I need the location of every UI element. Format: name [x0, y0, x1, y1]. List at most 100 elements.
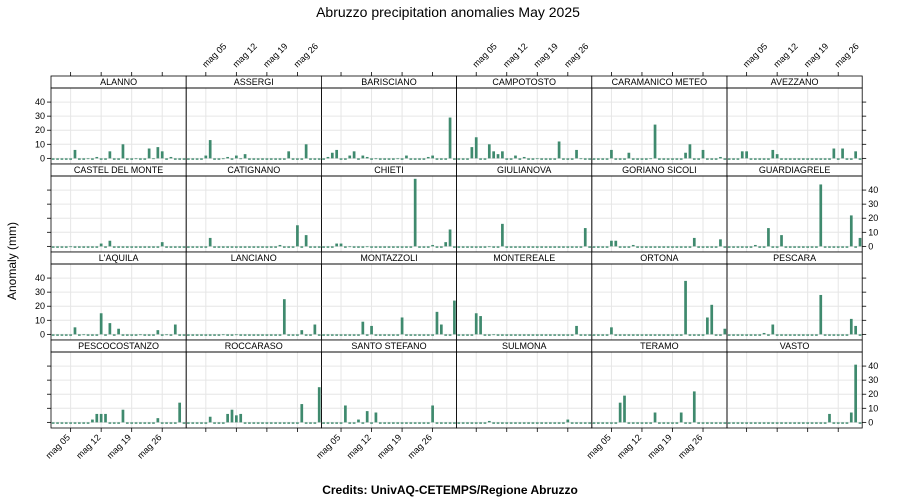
bar	[610, 240, 613, 247]
bar	[487, 144, 491, 159]
bar	[239, 413, 243, 423]
bar	[553, 246, 557, 248]
bar	[775, 334, 779, 336]
panel-title: AVEZZANO	[771, 77, 819, 87]
bar	[479, 422, 482, 424]
bar	[470, 246, 474, 248]
bar	[627, 246, 631, 248]
bar	[549, 246, 552, 248]
bar	[422, 246, 426, 248]
bar	[204, 246, 208, 248]
panel-title: CHIETI	[374, 165, 404, 175]
bar	[588, 422, 591, 424]
bar	[675, 158, 679, 160]
bar	[422, 334, 426, 336]
bar	[400, 246, 404, 248]
panel-frame	[185, 263, 322, 341]
panel-title: CARAMANICO METEO	[612, 77, 708, 87]
bar	[361, 246, 365, 248]
y-axis-label: Anomaly (mm)	[5, 222, 19, 300]
bar	[156, 330, 160, 335]
panel-barisciano: BARISCIANO	[320, 72, 457, 165]
bar	[819, 158, 823, 160]
bar	[767, 422, 770, 424]
panel-title: MONTEREALE	[493, 253, 555, 263]
bar	[348, 246, 352, 248]
bar	[666, 158, 670, 160]
panel-frame	[50, 263, 187, 341]
bar	[675, 334, 679, 336]
bar	[627, 334, 631, 336]
panel-title: SANTO STEFANO	[351, 341, 426, 351]
x-tick-label: mag 26	[676, 432, 704, 460]
bar	[596, 158, 600, 160]
bar	[147, 148, 151, 159]
bar	[448, 117, 452, 159]
bar	[849, 158, 853, 160]
bar	[522, 246, 526, 248]
bar	[200, 422, 203, 424]
bar	[86, 158, 90, 160]
bar	[505, 334, 509, 336]
panel-title: ROCCARASO	[225, 341, 283, 351]
bar	[771, 422, 775, 424]
bar	[392, 158, 395, 160]
x-tick-label: mag 26	[292, 41, 320, 69]
bar	[514, 155, 517, 159]
bar	[788, 158, 792, 160]
bar	[435, 158, 439, 160]
bar	[466, 246, 469, 248]
bar	[762, 422, 766, 424]
bar	[828, 413, 831, 423]
bar	[392, 334, 395, 336]
bar	[780, 334, 783, 336]
bar	[706, 158, 709, 160]
bar	[623, 158, 626, 160]
bar	[413, 422, 417, 424]
bar	[788, 246, 792, 248]
x-tick-label: mag 05	[44, 432, 72, 460]
bar	[531, 246, 535, 248]
bar	[457, 158, 461, 160]
y-tick-label: 30	[868, 375, 878, 385]
bar	[383, 334, 386, 336]
bar	[73, 246, 77, 248]
panel-teramo: TERAMO mag 05 mag 12 mag 19 mag 26	[585, 339, 728, 461]
panel-pescocostanzo: PESCOCOSTANZO mag 05 mag 12 mag 19 mag 26	[44, 339, 187, 461]
bar	[357, 158, 360, 160]
bar	[453, 300, 456, 335]
y-tick-label: 0	[868, 241, 873, 251]
bar	[383, 246, 386, 248]
bar	[326, 422, 330, 424]
bar	[344, 158, 347, 160]
bar	[287, 422, 291, 424]
bar	[562, 246, 565, 248]
bar	[819, 184, 823, 247]
bar	[780, 235, 783, 247]
panel-frame	[50, 351, 187, 429]
bar	[732, 158, 735, 160]
bar	[566, 246, 570, 248]
bar	[243, 246, 247, 248]
bar	[82, 158, 86, 160]
bar	[492, 422, 496, 424]
bar	[706, 317, 709, 335]
bar	[675, 246, 679, 248]
bar	[117, 158, 120, 160]
bar	[509, 334, 513, 336]
bar	[832, 422, 836, 424]
bar	[387, 158, 391, 160]
bar	[108, 323, 112, 335]
panel-frame	[185, 175, 322, 253]
bar	[793, 334, 796, 336]
bar	[461, 246, 465, 248]
bar	[439, 246, 443, 248]
bar	[191, 158, 195, 160]
bar	[409, 334, 413, 336]
bar	[252, 422, 256, 424]
bar	[631, 244, 635, 247]
bar	[631, 158, 635, 160]
bar	[601, 334, 605, 336]
bar	[370, 158, 373, 160]
bar	[296, 158, 299, 160]
